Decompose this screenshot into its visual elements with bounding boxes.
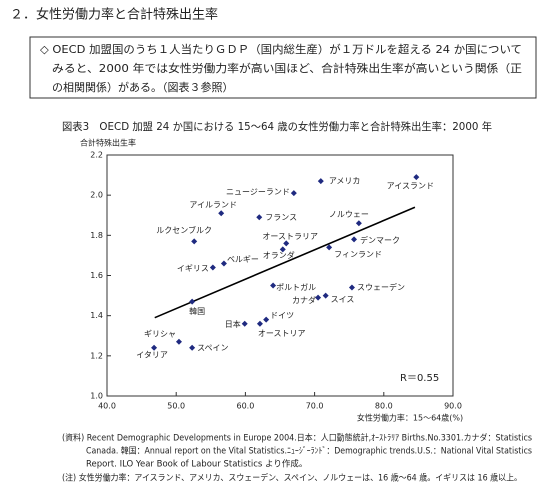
y-tick-label: 1.4 <box>90 311 103 320</box>
point-label: デンマーク <box>360 235 400 245</box>
point-label: イギリス <box>177 264 209 273</box>
point-label: フランス <box>265 213 297 222</box>
point-label: ルクセンブルク <box>156 225 212 235</box>
data-point <box>290 190 297 197</box>
y-axis-label: 合計特殊出生率 <box>80 138 136 148</box>
point-label: フィンランド <box>334 250 382 259</box>
point-label: アイスランド <box>387 182 434 191</box>
correlation-annotation: R＝0.55 <box>400 373 439 384</box>
box-line: みると、2000 年では女性労働力率が高い国ほど、合計特殊出生率が高いという関係… <box>52 61 522 75</box>
point-label: 日本 <box>225 319 241 329</box>
source-note: Canada. 韓国：Annual report on the Vital St… <box>86 446 533 457</box>
x-tick-label: 70.0 <box>306 402 324 411</box>
point-label: ニュージーランド <box>226 188 290 197</box>
box-line: ◇ OECD 加盟国のうち１人当たりＧＤＰ（国内総生産）が１万ドルを超える 24… <box>40 42 522 56</box>
footnote: (注) 女性労働力率：アイスランド、アメリカ、スウェーデン、スペイン、ノルウェー… <box>62 473 522 484</box>
data-point <box>189 344 196 351</box>
data-point <box>263 316 270 323</box>
data-point <box>315 294 322 301</box>
point-label: 韓国 <box>189 306 205 316</box>
point-label: アイルランド <box>189 201 237 210</box>
point-label: アメリカ <box>329 177 361 186</box>
x-tick-label: 90.0 <box>444 402 462 411</box>
point-label: スウェーデン <box>357 282 405 292</box>
data-point <box>348 284 355 291</box>
data-point <box>283 240 290 247</box>
point-label: オーストリア <box>258 329 306 338</box>
x-tick-label: 60.0 <box>236 402 254 411</box>
data-point <box>218 210 225 217</box>
x-tick-label: 50.0 <box>167 402 185 411</box>
point-label: ギリシャ <box>144 329 176 338</box>
y-tick-label: 1.2 <box>90 351 103 360</box>
x-tick-label: 40.0 <box>98 402 116 411</box>
point-label: イタリア <box>136 350 168 359</box>
chart-title: 図表3 OECD 加盟 24 か国における 15～64 歳の女性労働力率と合計特… <box>62 120 492 133</box>
data-point <box>413 174 420 181</box>
data-point <box>351 236 358 243</box>
point-label: スイス <box>331 295 355 304</box>
data-point <box>209 264 216 271</box>
point-label: ベルギー <box>227 255 259 264</box>
y-tick-label: 2.0 <box>90 191 103 200</box>
point-label: ノルウェー <box>329 210 369 219</box>
data-point <box>151 344 158 351</box>
data-point <box>256 214 263 221</box>
y-tick-label: 1.8 <box>90 231 103 240</box>
data-point <box>220 260 227 267</box>
source-note: Report. ILO Year Book of Labour Statisti… <box>86 459 307 470</box>
data-point <box>189 298 196 305</box>
trend-line <box>154 206 416 319</box>
data-point <box>355 220 362 227</box>
data-point <box>256 320 263 327</box>
data-point <box>175 338 182 345</box>
point-label: スペイン <box>197 343 228 352</box>
data-point <box>322 292 329 299</box>
y-tick-label: 1.6 <box>90 271 103 280</box>
source-note: (資料) Recent Demographic Developments in … <box>62 433 533 444</box>
point-label: オランダ <box>263 250 295 260</box>
point-label: ポルトガル <box>276 282 316 292</box>
data-point <box>326 244 333 251</box>
y-tick-label: 2.2 <box>90 151 103 160</box>
data-point <box>317 178 324 185</box>
section-title: ２．女性労働力率と合計特殊出生率 <box>10 7 218 23</box>
x-tick-label: 80.0 <box>375 402 393 411</box>
data-point <box>270 282 277 289</box>
box-line: の相関関係）がある。（図表３参照） <box>52 80 234 94</box>
x-axis-label: 女性労働力率：15～64歳(%) <box>357 413 463 423</box>
point-label: ドイツ <box>270 311 294 320</box>
data-point <box>279 246 286 253</box>
y-tick-label: 1.0 <box>90 392 103 401</box>
data-point <box>241 320 248 327</box>
summary-box <box>29 36 537 99</box>
point-label: オーストラリア <box>262 232 318 241</box>
data-point <box>191 238 198 245</box>
point-label: カナダ <box>292 295 316 305</box>
